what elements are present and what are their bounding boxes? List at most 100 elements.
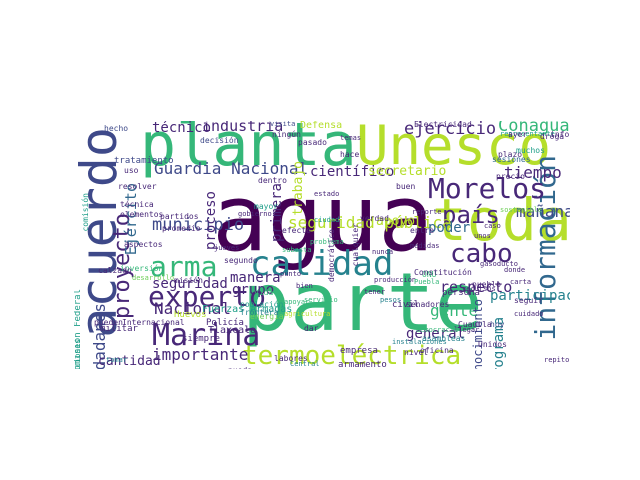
word-hecho: hecho <box>104 124 129 133</box>
word-marina: Marina <box>152 318 261 353</box>
word-pueblo: pueblo <box>472 280 501 289</box>
word-siempre: siempre <box>182 334 220 344</box>
word-caso: caso <box>484 222 501 230</box>
word-droga: droga <box>540 132 565 141</box>
word-guardia-nacional: Guardia Nacional <box>154 159 309 178</box>
word-seguir: seguir <box>514 296 543 305</box>
word-tener: tener <box>364 288 386 296</box>
word-mayor: mayor <box>254 202 279 211</box>
word-instalaciones: instalaciones <box>392 338 447 346</box>
word-calidad: calidad <box>250 244 394 284</box>
word-unesco: Unesco <box>356 121 552 177</box>
word-ejercicio: ejercicio <box>404 121 497 139</box>
word-participacion: participación <box>490 288 570 304</box>
word-bien: bien <box>296 282 313 290</box>
word-vida: vida <box>254 288 274 297</box>
word-tlaxcala: Tlaxcala <box>208 325 257 336</box>
word-segundo: segundo <box>224 256 258 265</box>
word-representante: representante <box>500 130 555 138</box>
word-huevos: Huevos <box>174 310 207 320</box>
word-punto: punto <box>280 270 302 278</box>
word-manera: manera <box>230 270 281 286</box>
word-electricidad: Electricidad <box>414 121 472 129</box>
word-hoy: hoy <box>490 320 505 329</box>
word-repito: repito <box>544 356 570 364</box>
word-resolver: resolver <box>118 182 157 191</box>
word-elementos: elementos <box>120 210 164 219</box>
word-problema: problema <box>310 238 344 246</box>
word-gobierno: gobierno <box>238 210 272 218</box>
word-llegar: llegar <box>454 326 480 334</box>
word-frontera: frontera <box>240 308 279 317</box>
word-agricultura: agricultura <box>284 310 331 318</box>
word-constitucion: Constitución <box>414 268 472 277</box>
word-cuautla: Cuautla <box>458 320 492 329</box>
word-militar: militar <box>100 324 138 334</box>
word-arma: arma <box>150 250 218 283</box>
word-respecto: respecto <box>440 278 513 296</box>
word-armamento: armamento <box>338 360 387 370</box>
word-nunca: nunca <box>372 248 394 256</box>
word-pesos: pesos <box>380 296 402 304</box>
word-servicio: servicio <box>304 296 338 304</box>
word-seguridad-publica: seguridad pública <box>288 213 452 232</box>
word-promedio: promedio <box>162 224 201 233</box>
word-entre: entre <box>410 226 435 235</box>
word-planta: planta <box>140 121 357 180</box>
word-efecto: efecto <box>282 226 311 235</box>
word-unidos: Unidos <box>478 340 507 349</box>
word-nivel: nivel <box>404 348 429 357</box>
word-cantidad: cantidad <box>98 354 161 369</box>
word-reconocimiento: reconocimiento <box>471 299 485 369</box>
word-decision: decisión <box>200 136 239 145</box>
word-energia: energía <box>250 312 284 321</box>
word-comision: comisión <box>81 193 90 232</box>
word-pueden: pueden <box>94 318 123 327</box>
word-donde: donde <box>504 266 526 274</box>
word-agua: agua <box>212 165 434 272</box>
word-policia: Policía <box>206 318 244 328</box>
word-tecnica: técnica <box>120 200 154 209</box>
word-gasoducto: gasoducto <box>480 260 518 268</box>
word-inversion: inversión <box>120 264 164 273</box>
word-manana: mañana <box>516 202 570 221</box>
word-oficina: oficina <box>420 346 454 355</box>
word-poder: poder <box>428 220 471 236</box>
word-aspectos: aspectos <box>124 240 163 249</box>
word-subasta: subasta <box>282 246 312 254</box>
word-proceso: proceso <box>203 191 219 251</box>
word-estado: estado <box>314 190 340 198</box>
word-verdad: verdad <box>360 214 389 223</box>
word-recursos: recursos <box>462 285 496 293</box>
word-dar: dar <box>304 324 319 333</box>
word-grupo: grupo <box>232 282 275 298</box>
word-cabo: cabo <box>450 239 513 269</box>
word-produccion: producción <box>374 276 417 284</box>
word-defensa: Defensa <box>300 121 343 131</box>
word-pais: país <box>442 201 500 229</box>
word-cloud: agua parte planta acuerdo Unesco toda informac… <box>74 121 570 369</box>
word-secretario: secretario <box>368 164 447 179</box>
word-democratico: democrático <box>327 229 336 282</box>
word-internacional: Internacional <box>122 318 185 327</box>
word-parte: parte <box>242 256 483 349</box>
word-labores: labores <box>274 354 308 363</box>
word-unos: unos <box>474 232 491 240</box>
word-seguridad: seguridad <box>152 276 228 292</box>
word-ningun: ningún <box>272 130 301 139</box>
word-tomar: tomar <box>106 356 128 364</box>
word-persona: persona <box>442 288 480 298</box>
word-industria: industria <box>202 121 284 135</box>
word-precio: precio <box>496 172 525 181</box>
word-jueves: jueves <box>214 244 240 252</box>
word-sesiones: sesiones <box>492 155 531 164</box>
word-partidos: partidos <box>160 212 199 221</box>
word-calzado: calzado <box>98 266 132 275</box>
word-municipio: municipio <box>152 215 245 235</box>
word-conagua: Conagua <box>498 121 570 136</box>
word-ciudad: ciudad <box>314 216 340 224</box>
word-general: general <box>406 326 466 342</box>
word-tiempo: tiempo <box>504 163 562 182</box>
word-gente: gente <box>430 301 479 320</box>
word-medidas: medidas <box>410 242 440 250</box>
